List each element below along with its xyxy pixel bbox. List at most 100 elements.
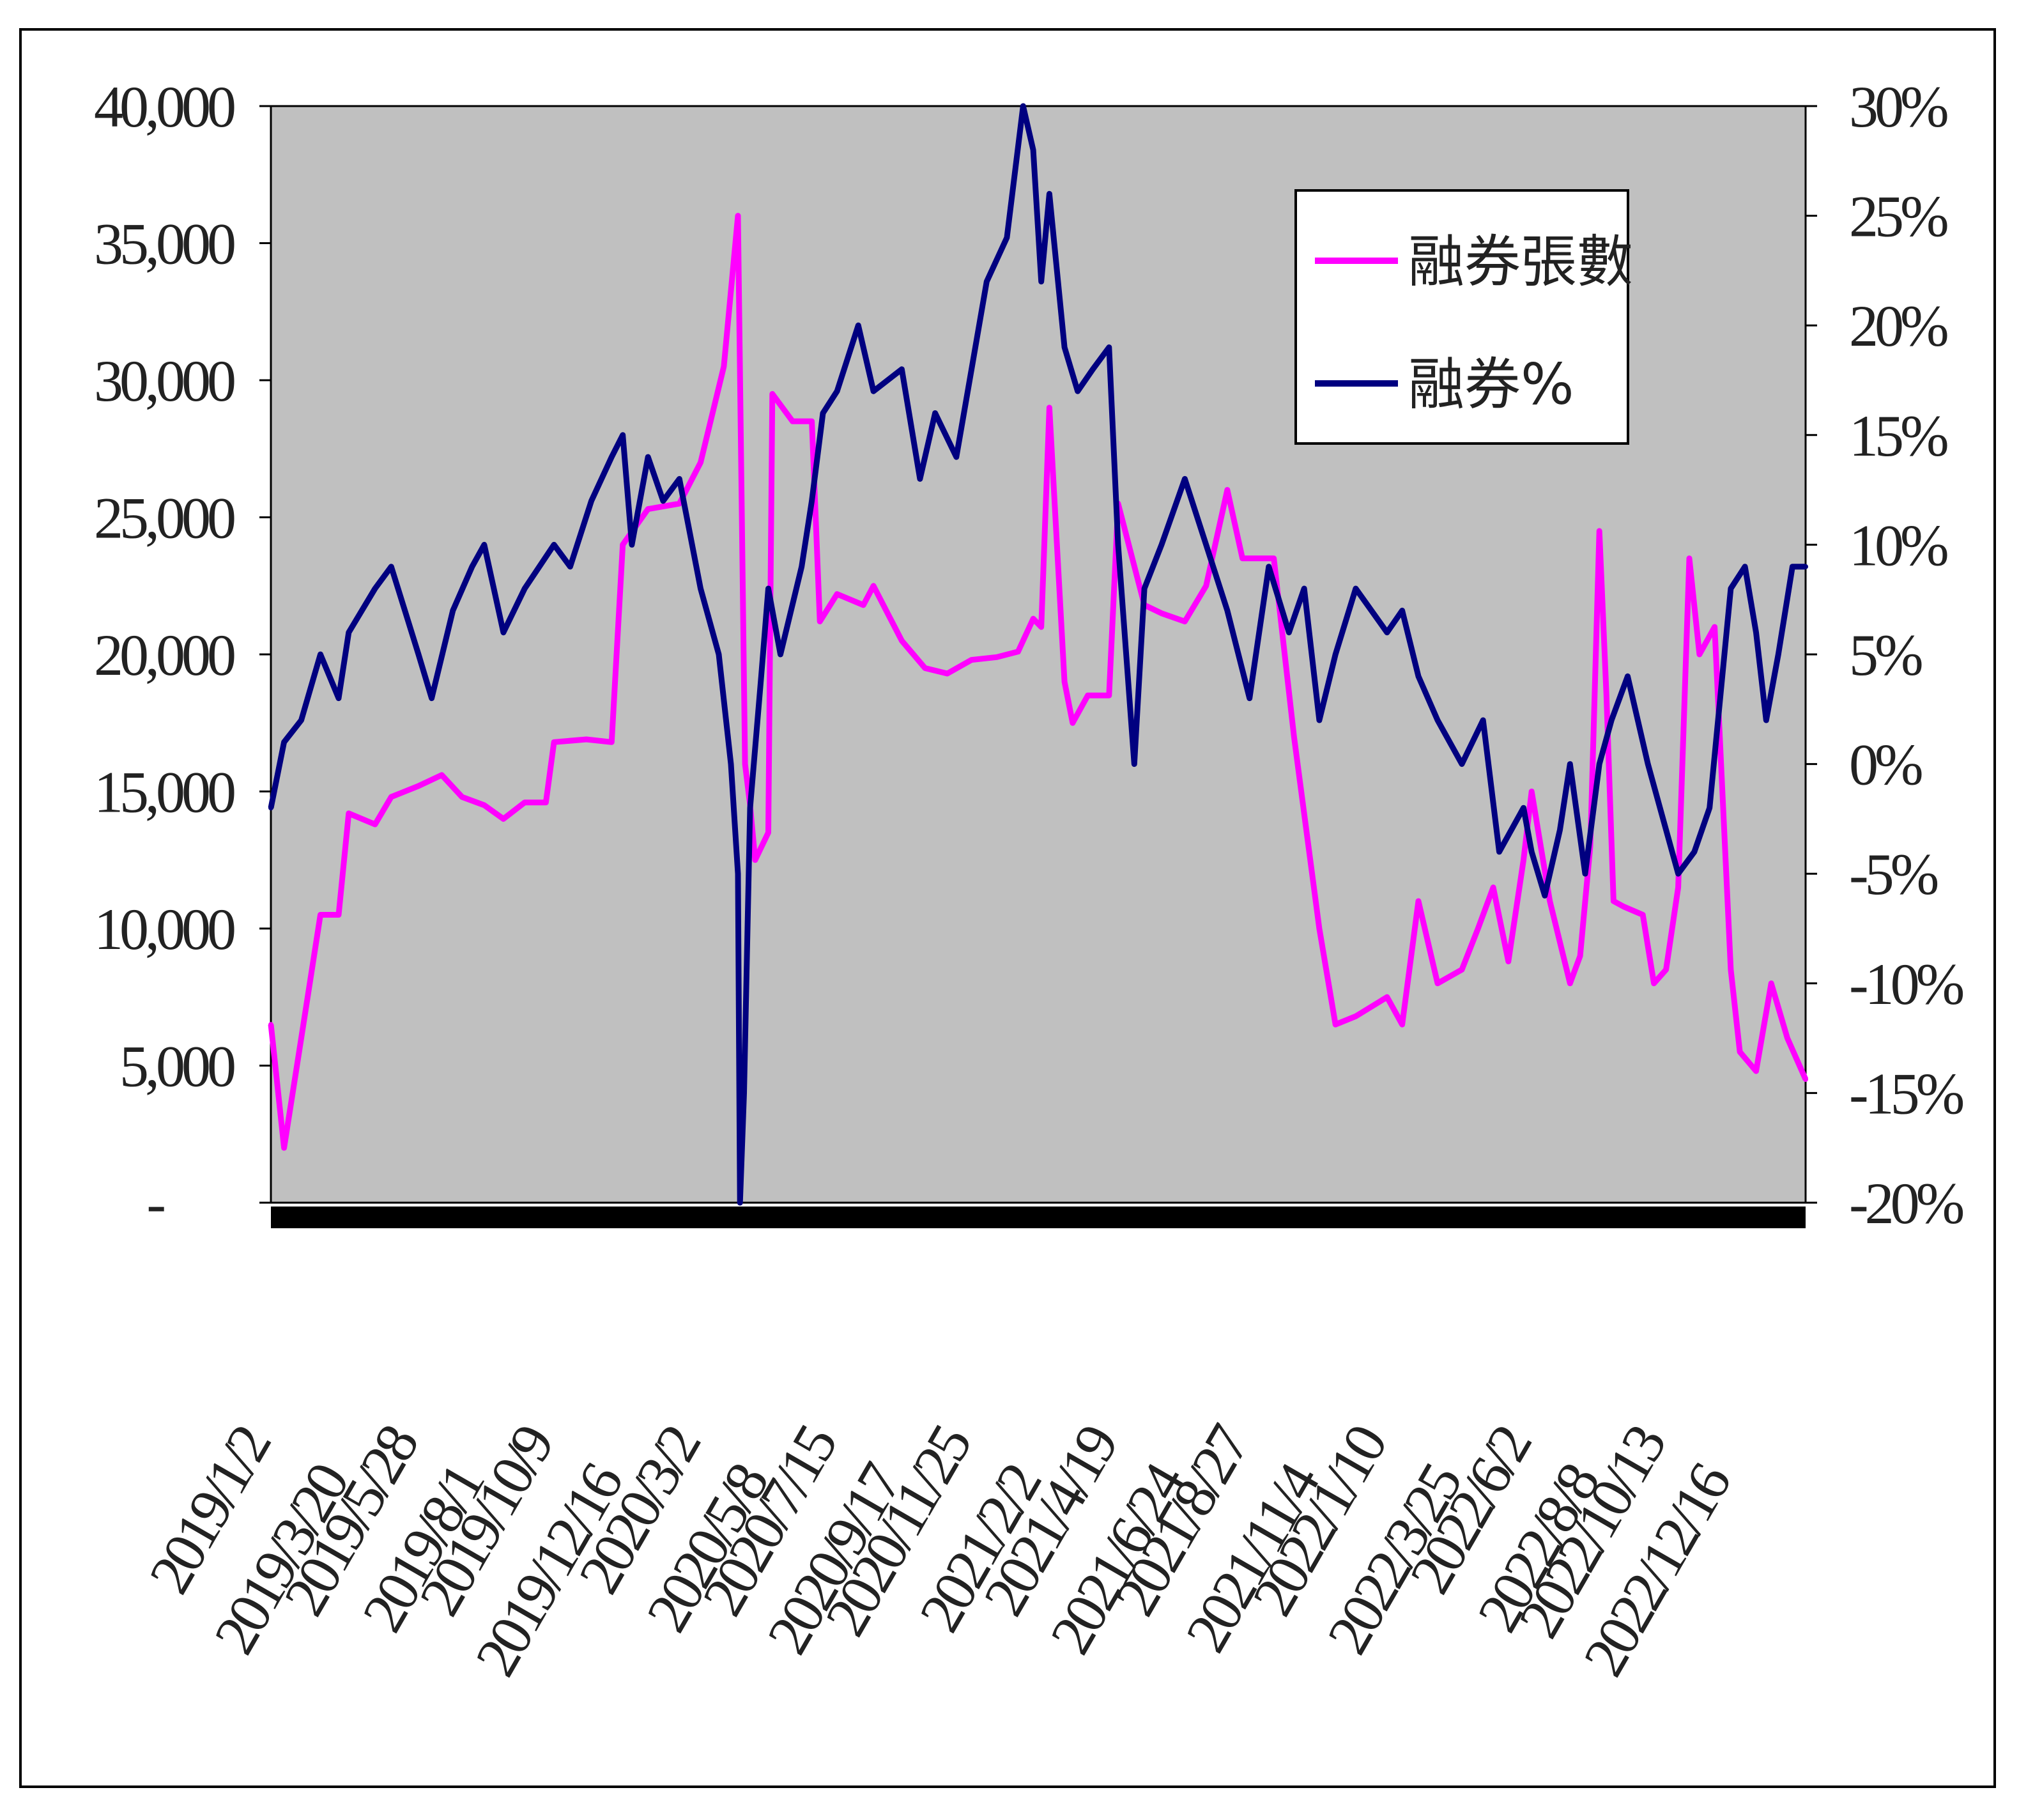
data-point — [1224, 608, 1230, 613]
data-point — [567, 564, 573, 569]
data-point — [735, 213, 741, 219]
legend-box — [1294, 189, 1629, 445]
right-axis-tick-label: 15% — [1849, 403, 1947, 468]
data-point — [620, 542, 626, 548]
data-point — [769, 391, 775, 397]
data-point — [1505, 959, 1511, 964]
left-axis-tick-label: 30,000 — [94, 348, 234, 413]
data-point — [1521, 857, 1526, 863]
left-axis-tick-label: 35,000 — [94, 212, 234, 277]
data-point — [817, 619, 823, 624]
legend: 融券張數 融券% — [1294, 189, 1633, 445]
data-point — [481, 542, 487, 548]
data-point — [871, 583, 877, 589]
data-point — [1132, 761, 1137, 767]
data-point — [1435, 718, 1440, 723]
data-point — [1435, 980, 1440, 986]
data-point — [1182, 476, 1188, 482]
data-point — [1070, 720, 1075, 726]
data-point — [1753, 629, 1759, 635]
data-point — [1542, 893, 1547, 898]
data-point — [1316, 718, 1322, 723]
data-point — [1224, 487, 1230, 493]
data-point — [439, 772, 445, 778]
data-point — [318, 652, 323, 657]
data-point — [1776, 652, 1781, 657]
data-point — [1753, 1068, 1759, 1074]
data-point — [1604, 693, 1609, 698]
data-point — [1020, 104, 1026, 109]
data-point — [1696, 652, 1702, 657]
right-axis-tick-label: 0% — [1849, 732, 1922, 798]
data-point — [1353, 586, 1358, 591]
data-point — [820, 410, 825, 416]
data-point — [1663, 827, 1669, 833]
data-point — [1399, 1022, 1405, 1028]
data-point — [551, 542, 557, 548]
right-axis-tick-label: 30% — [1849, 74, 1947, 139]
data-point — [522, 799, 528, 805]
data-point — [1286, 629, 1292, 635]
data-point — [429, 695, 434, 701]
data-point — [748, 805, 753, 811]
left-axis-tick-label: 10,000 — [94, 897, 234, 962]
left-axis-tick-label: 40,000 — [94, 74, 234, 139]
data-point — [1621, 904, 1627, 909]
chart-frame: - 5,000 10,000 15,000 20,000 25,000 30,000 35,0… — [19, 28, 1996, 1788]
data-point — [1663, 967, 1669, 973]
data-point — [346, 629, 351, 635]
data-point — [1031, 616, 1036, 622]
data-point — [1203, 542, 1209, 548]
data-point — [728, 761, 733, 767]
data-point — [1645, 761, 1651, 767]
data-point — [984, 279, 990, 284]
data-point — [609, 454, 615, 460]
data-point — [1291, 734, 1297, 739]
data-point — [1182, 619, 1188, 624]
data-point — [1785, 1035, 1790, 1041]
legend-label-1: 融券% — [1408, 351, 1574, 417]
data-point — [1271, 555, 1277, 561]
data-point — [899, 366, 905, 372]
legend-label-0: 融券張數 — [1408, 229, 1633, 295]
data-point — [459, 794, 465, 800]
left-axis-tick-label: 5,000 — [119, 1034, 234, 1099]
data-point — [1240, 555, 1245, 561]
data-point — [790, 419, 795, 424]
data-point — [1015, 649, 1021, 654]
right-axis-tick-label: -10% — [1849, 952, 1963, 1017]
data-point — [1416, 674, 1421, 679]
data-point — [1459, 967, 1464, 973]
data-point — [500, 629, 506, 635]
left-axis-tick-label: 25,000 — [94, 486, 234, 551]
data-point — [416, 652, 421, 657]
data-point — [1353, 1014, 1358, 1019]
data-point — [416, 783, 421, 789]
data-point — [645, 506, 651, 512]
data-point — [899, 638, 905, 644]
data-point — [1106, 344, 1112, 350]
data-point — [917, 476, 923, 482]
data-point — [500, 816, 506, 822]
data-point — [1728, 967, 1733, 973]
data-point — [1687, 555, 1692, 561]
data-point — [1691, 849, 1697, 854]
data-point — [1597, 761, 1602, 767]
data-point — [1803, 564, 1808, 569]
data-point — [1047, 191, 1052, 197]
data-point — [953, 454, 959, 460]
data-point — [1611, 898, 1616, 904]
data-point — [1583, 871, 1588, 877]
data-point — [609, 739, 615, 745]
data-point — [752, 857, 758, 863]
data-point — [1728, 586, 1733, 591]
data-point — [932, 410, 938, 416]
data-point — [388, 564, 394, 569]
data-point — [1640, 912, 1646, 918]
data-point — [1529, 849, 1535, 854]
data-point — [388, 794, 394, 800]
right-axis-tick-label: 10% — [1849, 513, 1947, 578]
data-point — [268, 1022, 273, 1028]
data-point — [716, 652, 721, 657]
data-point — [1031, 147, 1036, 153]
